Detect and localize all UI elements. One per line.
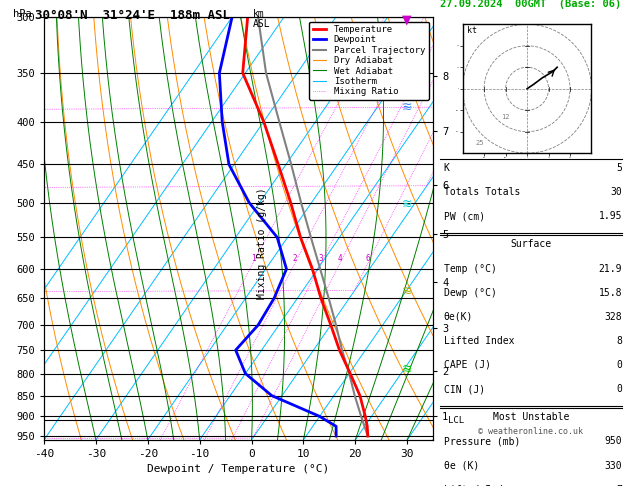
Text: 1.95: 1.95 [599, 211, 622, 221]
Text: ≋: ≋ [402, 285, 412, 298]
Text: 7: 7 [616, 485, 622, 486]
Text: 21.9: 21.9 [599, 263, 622, 274]
Text: θe(K): θe(K) [443, 312, 473, 322]
Text: Totals Totals: Totals Totals [443, 187, 520, 197]
Text: 15.8: 15.8 [599, 288, 622, 297]
Text: 950: 950 [604, 436, 622, 447]
Text: 8: 8 [616, 336, 622, 346]
Text: θe (K): θe (K) [443, 461, 479, 470]
Text: km: km [253, 9, 265, 19]
Text: ≋: ≋ [402, 363, 412, 376]
Text: Temp (°C): Temp (°C) [443, 263, 496, 274]
Text: Surface: Surface [510, 240, 552, 249]
Text: kt: kt [467, 26, 477, 35]
Text: 6: 6 [365, 254, 370, 263]
Text: 330: 330 [604, 461, 622, 470]
Text: 30°08'N  31°24'E  188m ASL: 30°08'N 31°24'E 188m ASL [35, 9, 230, 22]
Text: 4: 4 [338, 254, 342, 263]
Text: Pressure (mb): Pressure (mb) [443, 436, 520, 447]
Text: 3: 3 [319, 254, 323, 263]
Text: 12: 12 [501, 114, 510, 120]
Text: Dewp (°C): Dewp (°C) [443, 288, 496, 297]
Text: Lifted Index: Lifted Index [443, 336, 514, 346]
Text: CIN (J): CIN (J) [443, 384, 485, 394]
Text: hPa: hPa [13, 9, 31, 19]
Text: 0: 0 [616, 360, 622, 370]
Text: ≋: ≋ [402, 101, 412, 113]
Text: LCL: LCL [448, 416, 464, 425]
Text: 5: 5 [616, 163, 622, 173]
Text: ASL: ASL [253, 19, 270, 30]
Text: 27.09.2024  00GMT  (Base: 06): 27.09.2024 00GMT (Base: 06) [440, 0, 621, 9]
Text: 30: 30 [610, 187, 622, 197]
Text: 25: 25 [476, 139, 484, 145]
Text: 328: 328 [604, 312, 622, 322]
Text: PW (cm): PW (cm) [443, 211, 485, 221]
Text: © weatheronline.co.uk: © weatheronline.co.uk [479, 427, 584, 435]
Text: Mixing Ratio (g/kg): Mixing Ratio (g/kg) [257, 187, 267, 299]
Text: ▼: ▼ [402, 13, 412, 26]
Text: Most Unstable: Most Unstable [493, 412, 569, 422]
Text: K: K [443, 163, 450, 173]
Text: 2: 2 [292, 254, 298, 263]
Text: ≋: ≋ [402, 198, 412, 210]
Text: 1: 1 [251, 254, 255, 263]
Text: 0: 0 [616, 384, 622, 394]
X-axis label: Dewpoint / Temperature (°C): Dewpoint / Temperature (°C) [147, 465, 330, 474]
Text: CAPE (J): CAPE (J) [443, 360, 491, 370]
Legend: Temperature, Dewpoint, Parcel Trajectory, Dry Adiabat, Wet Adiabat, Isotherm, Mi: Temperature, Dewpoint, Parcel Trajectory… [309, 21, 428, 100]
Text: Lifted Index: Lifted Index [443, 485, 514, 486]
